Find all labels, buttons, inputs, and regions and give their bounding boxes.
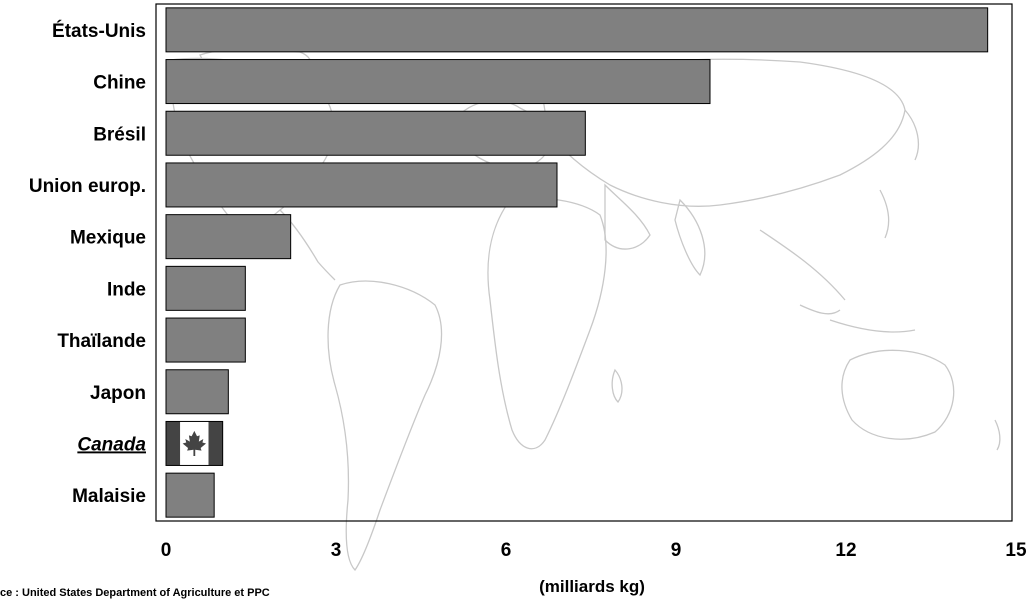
category-label-mexique: Mexique (70, 228, 146, 249)
bar-thailande (165, 317, 246, 363)
x-tick-label-12: 12 (835, 540, 856, 561)
category-label-bresil: Brésil (93, 124, 146, 145)
bar-mexique (165, 214, 292, 260)
category-label-inde: Inde (107, 279, 146, 300)
maple-leaf-icon (182, 430, 207, 457)
category-label-canada: Canada (77, 434, 146, 455)
category-label-thailande: Thaïlande (57, 331, 146, 352)
bar-etats-unis (165, 7, 989, 53)
category-label-union-europ: Union europ. (29, 176, 146, 197)
category-labels: États-Unis Chine Brésil Union europ. Mexique… (29, 20, 147, 507)
x-tick-label-15: 15 (1005, 540, 1027, 561)
x-tick-label-9: 9 (671, 540, 682, 561)
x-tick-label-3: 3 (331, 540, 342, 561)
category-label-japon: Japon (90, 383, 146, 404)
bar-chine (165, 59, 711, 105)
plot-frame (155, 3, 1013, 522)
x-axis-title: (milliards kg) (539, 577, 645, 596)
bar-bresil (165, 110, 586, 156)
category-label-chine: Chine (93, 73, 146, 94)
x-tick-label-0: 0 (161, 540, 172, 561)
x-axis-ticks: 0 3 6 9 12 15 (161, 540, 1027, 561)
bar-canada (165, 420, 224, 466)
bar-union-europ (165, 162, 558, 208)
bar-inde (165, 265, 246, 311)
category-label-malaisie: Malaisie (72, 486, 146, 507)
source-note: ce : United States Department of Agricul… (0, 587, 270, 599)
x-tick-label-6: 6 (501, 540, 512, 561)
category-label-etats-unis: États-Unis (52, 20, 146, 42)
bar-malaisie (165, 472, 215, 518)
bar-japon (165, 369, 229, 415)
bars-group (165, 7, 989, 518)
